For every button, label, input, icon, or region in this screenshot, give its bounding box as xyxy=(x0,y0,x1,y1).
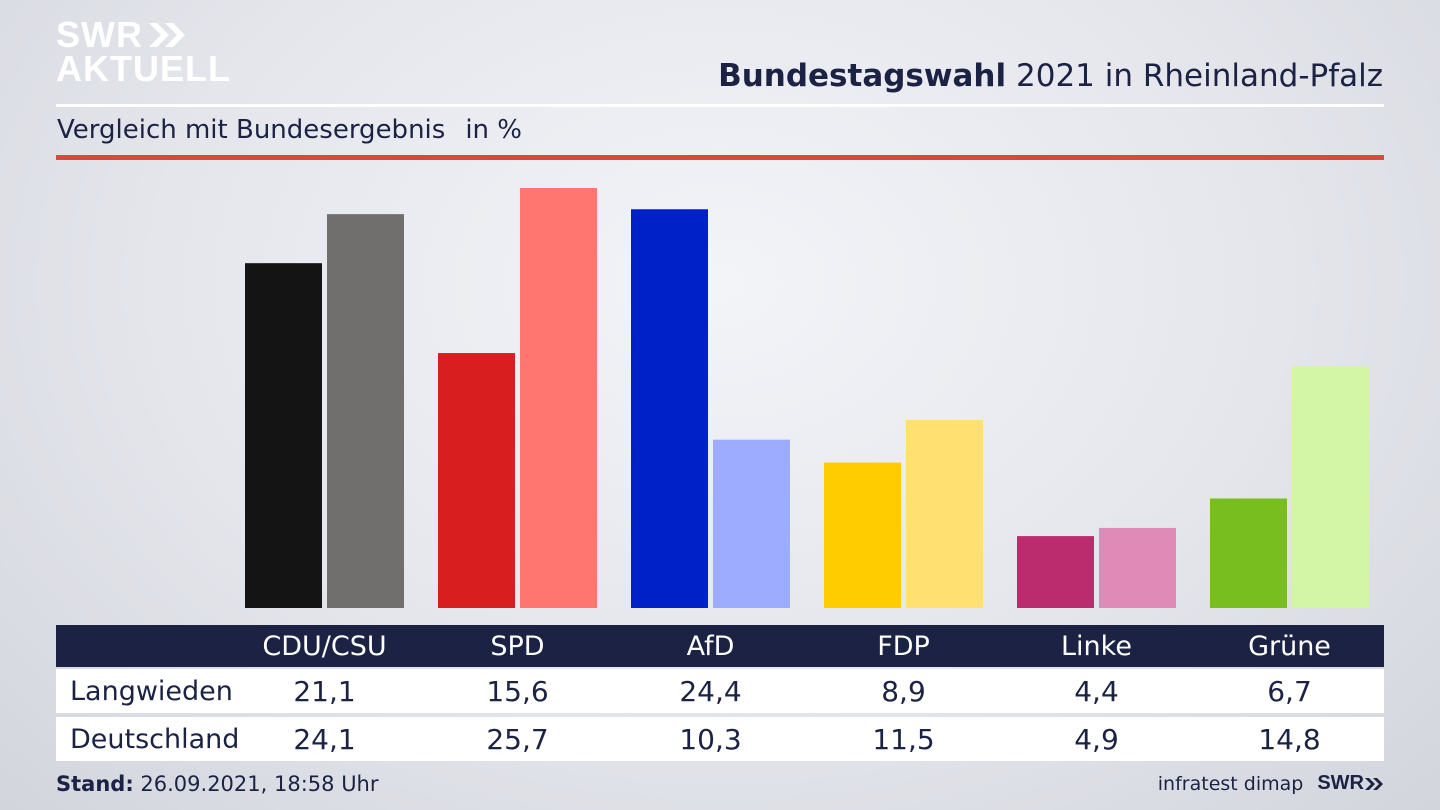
bar-linke-deutschland xyxy=(1099,527,1176,608)
bar-fdp-deutschland xyxy=(906,420,983,608)
table-row-deutschland: Deutschland 24,1 25,7 10,3 11,5 4,9 14,8 xyxy=(56,717,1384,761)
chart-subtitle: Vergleich mit Bundesergebnis in % xyxy=(57,115,522,145)
swr-aktuell-logo: SWR AKTUELL xyxy=(56,14,231,89)
column-header-fdp: FDP xyxy=(877,630,930,662)
bar-cdu-csu-deutschland xyxy=(327,214,404,608)
table-cell: 4,9 xyxy=(1074,722,1119,756)
title-rest: 2021 in Rheinland-Pfalz xyxy=(1016,58,1383,94)
subtitle-unit: in % xyxy=(465,115,522,145)
logo-line2: AKTUELL xyxy=(56,48,231,89)
row-label: Deutschland xyxy=(70,723,240,755)
table-cell: 8,9 xyxy=(881,674,926,708)
double-chevron-icon xyxy=(1365,777,1383,790)
column-header-spd: SPD xyxy=(490,630,545,662)
table-cell: 25,7 xyxy=(486,722,549,756)
results-table: CDU/CSU SPD AfD FDP Linke Grüne Langwieden 21… xyxy=(56,625,1384,761)
subtitle-text: Vergleich mit Bundesergebnis xyxy=(57,115,446,145)
timestamp: Stand: 26.09.2021, 18:58 Uhr xyxy=(56,772,379,796)
title-bold: Bundestagswahl xyxy=(718,58,1007,94)
accent-rule xyxy=(56,155,1384,160)
bar-afd-langwieden xyxy=(631,209,708,609)
source-text: infratest dimap xyxy=(1157,772,1304,795)
table-cell: 24,4 xyxy=(679,674,742,708)
table-cell: 11,5 xyxy=(872,722,935,756)
table-cell: 4,4 xyxy=(1074,674,1119,708)
source-credit: infratest dimap SWR xyxy=(1158,772,1384,795)
bar-spd-deutschland xyxy=(520,188,597,608)
double-chevron-icon xyxy=(149,23,185,47)
bar-gr-ne-langwieden xyxy=(1210,498,1287,608)
bar-gr-ne-deutschland xyxy=(1292,366,1369,608)
table-cell: 14,8 xyxy=(1258,722,1321,756)
bar-afd-deutschland xyxy=(713,439,790,608)
table-cell: 24,1 xyxy=(293,722,356,756)
column-header-cdu-csu: CDU/CSU xyxy=(262,630,387,662)
bar-fdp-langwieden xyxy=(824,462,901,608)
table-header: CDU/CSU SPD AfD FDP Linke Grüne xyxy=(56,625,1384,667)
column-header-gr-ne: Grüne xyxy=(1248,630,1331,662)
header-divider xyxy=(56,104,1384,107)
footer-brand: SWR xyxy=(1317,772,1384,795)
bar-spd-langwieden xyxy=(438,353,515,608)
stand-value: 26.09.2021, 18:58 Uhr xyxy=(140,772,379,796)
bar-linke-langwieden xyxy=(1017,536,1094,608)
logo-line1: SWR xyxy=(56,14,143,55)
column-header-linke: Linke xyxy=(1061,630,1132,662)
column-header-afd: AfD xyxy=(686,630,735,662)
table-cell: 6,7 xyxy=(1267,674,1312,708)
table-cell: 10,3 xyxy=(679,722,742,756)
table-cell: 15,6 xyxy=(486,674,549,708)
row-label: Langwieden xyxy=(70,675,233,707)
stand-label: Stand: xyxy=(56,772,134,796)
footer-brand-text: SWR xyxy=(1317,772,1364,794)
table-cell: 21,1 xyxy=(293,674,356,708)
page-title: Bundestagswahl 2021 in Rheinland-Pfalz xyxy=(718,58,1383,94)
bar-cdu-csu-langwieden xyxy=(245,263,322,608)
bar-chart xyxy=(245,188,1369,609)
table-row-langwieden: Langwieden 21,1 15,6 24,4 8,9 4,4 6,7 xyxy=(56,669,1384,713)
